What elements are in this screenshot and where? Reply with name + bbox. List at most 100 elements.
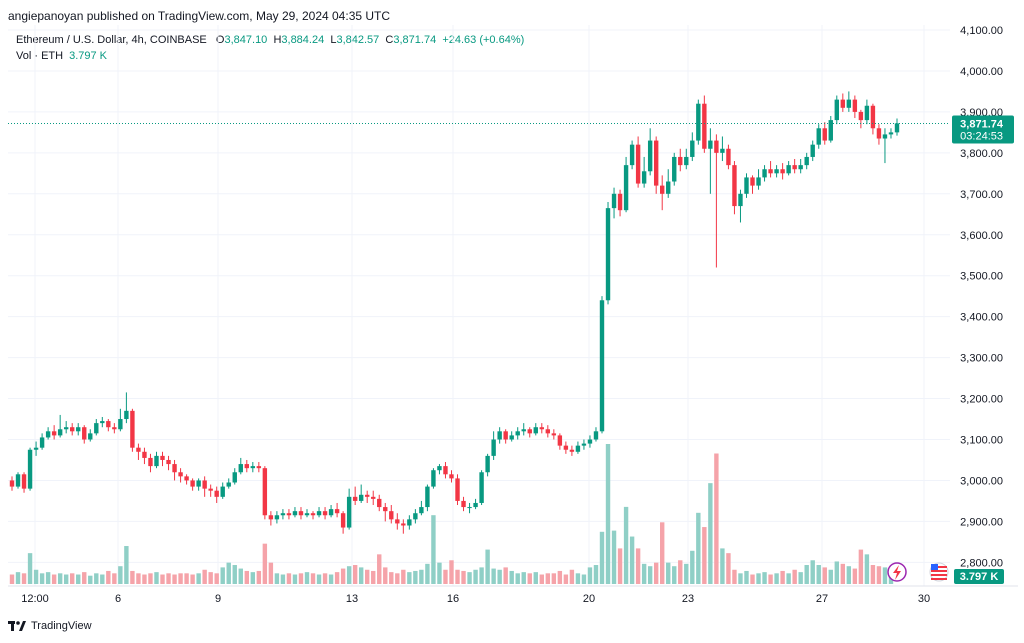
volume-bar [232, 565, 237, 584]
y-tick-label: 2,900.00 [960, 516, 1003, 528]
candle-body [581, 443, 587, 446]
candle-body [557, 435, 563, 446]
change-value: +24.63 (+0.64%) [442, 34, 525, 46]
volume-bar [726, 553, 731, 584]
volume-tag-value: 3.797 K [960, 571, 999, 583]
candle-body [810, 144, 815, 157]
symbol-name[interactable]: Ethereum / U.S. Dollar, 4h, COINBASE [16, 34, 207, 46]
candle-body [112, 427, 117, 430]
candle-body [623, 165, 629, 211]
volume-bar [51, 574, 57, 584]
candle-body [461, 500, 466, 508]
candle-body [39, 437, 45, 448]
volume-bar [581, 574, 587, 584]
volume-bar [461, 570, 466, 584]
volume-bar [118, 566, 123, 584]
candle-body [21, 474, 27, 489]
candle-body [100, 421, 105, 424]
candle-body [94, 423, 99, 434]
volume-bar [660, 522, 665, 584]
volume-bar [15, 572, 21, 584]
volume-bar [316, 574, 322, 584]
candle-body [491, 439, 496, 456]
candle-body [497, 431, 502, 440]
candle-body [533, 427, 538, 434]
candle-body [726, 148, 731, 166]
candle-body [708, 140, 713, 149]
candle-body [130, 410, 135, 448]
volume-bar [672, 566, 677, 584]
candle-body [431, 470, 436, 487]
y-tick-label: 4,100.00 [960, 25, 1003, 37]
candle-body [738, 193, 743, 207]
volume-bar [76, 574, 81, 584]
volume-bar [57, 573, 63, 584]
volume-bar [635, 548, 641, 584]
volume-bar [45, 572, 51, 584]
volume-bar [214, 573, 219, 584]
candle-body [816, 128, 821, 145]
candle-body [479, 472, 484, 503]
candle-body [684, 156, 689, 166]
volume-bar [280, 574, 286, 584]
chart-legend: Ethereum / U.S. Dollar, 4h, COINBASE O 3,… [16, 34, 524, 46]
volume-bar [720, 548, 725, 584]
volume-bar [834, 561, 839, 584]
x-tick-label: 20 [583, 593, 595, 605]
volume-bar [413, 570, 418, 584]
candle-body [521, 429, 526, 432]
volume-bar [539, 574, 544, 584]
volume-bar [124, 546, 129, 584]
candle-body [449, 474, 454, 479]
volume-bar [774, 573, 779, 584]
candle-body [136, 447, 141, 452]
candle-body [190, 480, 195, 487]
candle-body [358, 494, 364, 501]
volume-bar [497, 569, 502, 584]
candle-body [641, 171, 647, 184]
volume-bar [352, 565, 358, 584]
close-value: 3,871.74 [393, 34, 437, 46]
candle-body [352, 496, 358, 501]
volume-bar [744, 570, 749, 584]
tradingview-logo-icon[interactable] [8, 620, 26, 632]
candle-body [208, 488, 213, 491]
volume-tag [954, 569, 1004, 584]
us-flag-icon [931, 570, 947, 572]
last-price-value: 3,871.74 [960, 118, 1004, 130]
us-flag-icon [931, 578, 947, 580]
publish-info: angiepanoyan published on TradingView.co… [8, 9, 391, 23]
volume-bar [63, 574, 69, 584]
volume-bar [178, 573, 183, 584]
volume-bar [346, 566, 352, 584]
volume-bar [226, 562, 231, 584]
candle-body [371, 496, 376, 499]
volume-bar [425, 563, 430, 584]
candle-body [395, 519, 400, 524]
volume-bar [527, 573, 532, 584]
open-label: O [215, 34, 225, 46]
volume-bar [509, 570, 514, 584]
candle-body [678, 156, 683, 166]
candle-body [714, 140, 719, 153]
volume-bar [702, 527, 707, 584]
candle-body [160, 455, 165, 460]
volume-bar [82, 572, 87, 584]
high-label: H [273, 34, 282, 46]
candle-body [840, 99, 846, 108]
candle-body [647, 140, 653, 172]
volume-bar [160, 574, 165, 584]
candle-body [118, 419, 123, 430]
volume-bar [39, 573, 45, 584]
y-tick-label: 3,700.00 [960, 189, 1003, 201]
volume-bar [593, 565, 599, 584]
candle-body [635, 144, 641, 184]
candle-body [413, 513, 418, 520]
candle-body [63, 427, 69, 430]
volume-bar [629, 536, 635, 584]
volume-bar [858, 549, 864, 584]
candle-body [774, 169, 779, 174]
candle-body [515, 431, 520, 436]
candle-body [443, 466, 448, 475]
